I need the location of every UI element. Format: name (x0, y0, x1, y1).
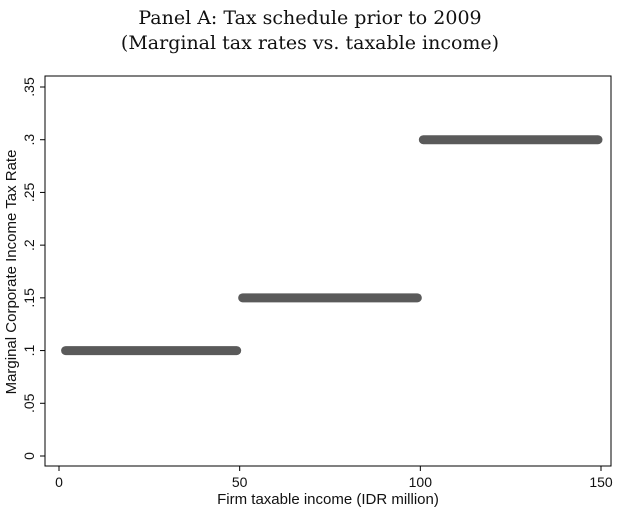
y-tick-label: .25 (21, 182, 37, 202)
y-axis: 0 .05 .1 .15 .2 .25 .3 .35 (21, 77, 45, 460)
x-axis-label: Firm taxable income (IDR million) (217, 491, 439, 508)
y-tick-label: .15 (21, 288, 37, 308)
x-tick-label: 150 (589, 474, 613, 490)
x-tick-label: 50 (232, 474, 248, 490)
plot-area (44, 75, 612, 467)
y-tick-label: .3 (21, 134, 37, 146)
y-tick-label: .35 (21, 77, 37, 97)
chart-subtitle: (Marginal tax rates vs. taxable income) (120, 32, 500, 54)
x-axis: 0 50 100 150 (55, 466, 613, 490)
x-tick-label: 0 (55, 474, 63, 490)
y-tick-label: 0 (21, 452, 37, 460)
chart-title: Panel A: Tax schedule prior to 2009 (138, 7, 482, 29)
y-tick-label: .05 (21, 393, 37, 413)
series-marks (61, 135, 603, 356)
y-tick-label: .1 (21, 345, 37, 357)
x-tick-label: 100 (409, 474, 433, 490)
y-axis-label: Marginal Corporate Income Tax Rate (3, 150, 20, 395)
y-tick-label: .2 (21, 239, 37, 251)
